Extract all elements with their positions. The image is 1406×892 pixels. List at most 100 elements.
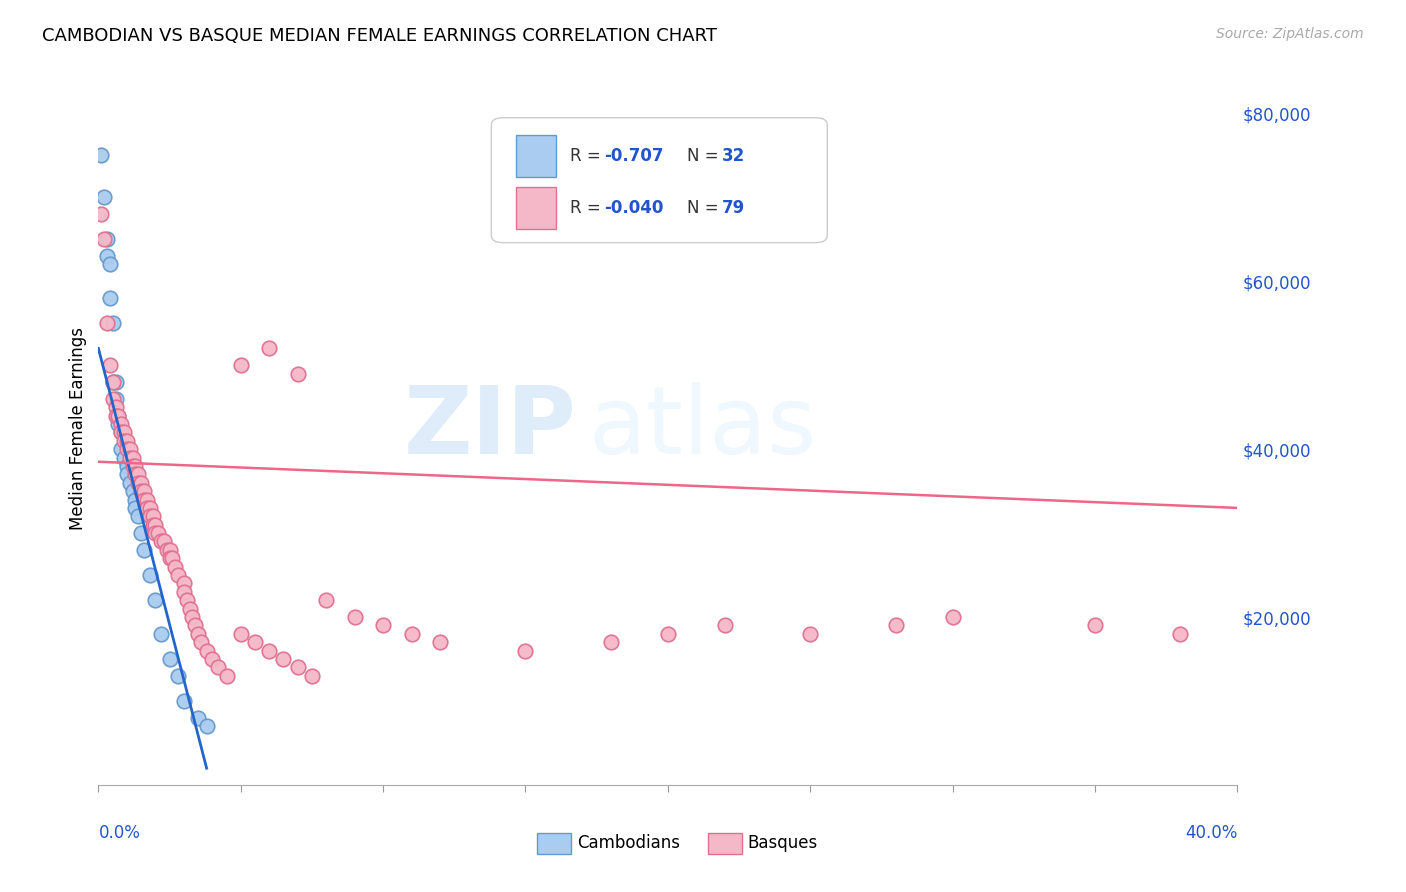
Text: R =: R =	[569, 199, 606, 217]
Point	[187, 711, 209, 725]
Point	[127, 509, 149, 524]
Point	[112, 425, 135, 440]
Point	[107, 417, 129, 431]
Point	[401, 627, 423, 641]
Point	[657, 627, 679, 641]
Point	[124, 492, 146, 507]
Point	[104, 400, 127, 414]
Point	[156, 542, 179, 557]
Point	[129, 475, 152, 490]
Point	[173, 694, 195, 708]
Point	[96, 316, 118, 330]
Point	[141, 517, 163, 532]
Point	[101, 375, 124, 389]
Point	[714, 618, 737, 632]
Point	[121, 458, 143, 473]
Point	[150, 627, 173, 641]
Point	[132, 492, 155, 507]
Point	[127, 475, 149, 490]
Point	[104, 409, 127, 423]
Point	[98, 257, 121, 271]
Point	[104, 375, 127, 389]
Point	[112, 450, 135, 465]
Point	[159, 542, 181, 557]
Point	[195, 643, 218, 657]
Point	[942, 610, 965, 624]
Text: N =: N =	[688, 199, 724, 217]
Point	[301, 669, 323, 683]
Point	[115, 442, 138, 457]
Point	[179, 601, 201, 615]
Point	[287, 367, 309, 381]
Point	[104, 392, 127, 406]
Bar	[516, 186, 557, 229]
Point	[201, 652, 224, 666]
Point	[153, 534, 176, 549]
Point	[101, 316, 124, 330]
Point	[135, 500, 157, 515]
Point	[173, 576, 195, 591]
Point	[1170, 627, 1192, 641]
Point	[165, 559, 187, 574]
Point	[181, 610, 204, 624]
Point	[207, 660, 229, 674]
Text: 0.0%: 0.0%	[98, 824, 141, 842]
Point	[138, 568, 160, 582]
Text: Basques: Basques	[748, 835, 818, 853]
Point	[90, 207, 112, 221]
Point	[287, 660, 309, 674]
Point	[118, 450, 141, 465]
Point	[96, 232, 118, 246]
Point	[121, 450, 143, 465]
Point	[190, 635, 212, 649]
Point	[107, 409, 129, 423]
Point	[115, 458, 138, 473]
Point	[176, 593, 198, 607]
Point	[600, 635, 623, 649]
Point	[187, 627, 209, 641]
Point	[118, 442, 141, 457]
Point	[93, 190, 115, 204]
Point	[138, 500, 160, 515]
Point	[148, 526, 170, 541]
Point	[159, 652, 181, 666]
Point	[373, 618, 395, 632]
Text: 32: 32	[721, 147, 745, 165]
Y-axis label: Median Female Earnings: Median Female Earnings	[69, 326, 87, 530]
Point	[93, 232, 115, 246]
Point	[145, 593, 167, 607]
Text: R =: R =	[569, 147, 606, 165]
Point	[96, 249, 118, 263]
Text: 40.0%: 40.0%	[1185, 824, 1237, 842]
Bar	[707, 833, 742, 855]
Point	[343, 610, 366, 624]
Point	[98, 358, 121, 372]
Point	[124, 500, 146, 515]
Point	[259, 643, 281, 657]
Point	[107, 409, 129, 423]
Point	[229, 627, 252, 641]
Point	[167, 669, 190, 683]
Point	[162, 551, 184, 566]
Point	[101, 392, 124, 406]
Point	[799, 627, 821, 641]
Point	[429, 635, 451, 649]
Text: 79: 79	[721, 199, 745, 217]
Point	[315, 593, 337, 607]
Point	[127, 467, 149, 482]
Point	[110, 417, 132, 431]
Point	[150, 534, 173, 549]
Text: -0.040: -0.040	[605, 199, 664, 217]
Point	[129, 526, 152, 541]
Point	[159, 551, 181, 566]
Text: N =: N =	[688, 147, 724, 165]
Point	[115, 434, 138, 448]
Point	[243, 635, 266, 649]
Point	[1084, 618, 1107, 632]
FancyBboxPatch shape	[491, 118, 827, 243]
Text: -0.707: -0.707	[605, 147, 664, 165]
Point	[110, 425, 132, 440]
Text: Cambodians: Cambodians	[576, 835, 679, 853]
Point	[167, 568, 190, 582]
Point	[101, 375, 124, 389]
